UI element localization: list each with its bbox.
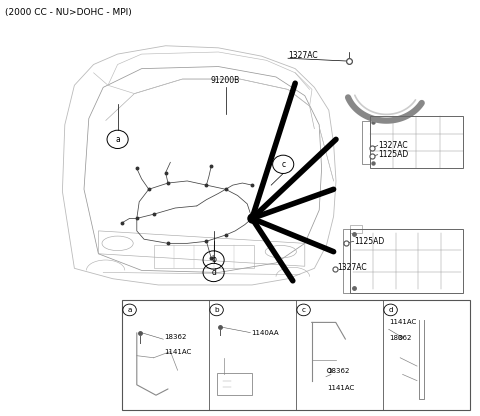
Bar [362,121,370,164]
Text: d: d [211,268,216,277]
Text: c: c [301,307,306,313]
Bar [370,116,463,168]
Text: 1125AD: 1125AD [354,237,384,246]
Text: 1141AC: 1141AC [164,349,192,355]
Bar [350,229,463,293]
Text: 18362: 18362 [327,368,349,374]
Text: 1125AD: 1125AD [378,150,408,159]
Bar [350,225,362,233]
Text: 1141AC: 1141AC [327,385,354,391]
Text: 1327AC: 1327AC [288,51,318,60]
Text: 1141AC: 1141AC [389,319,417,324]
Text: 1327AC: 1327AC [378,141,408,150]
Text: b: b [211,255,216,265]
Text: 1140AA: 1140AA [251,329,279,336]
Text: a: a [115,135,120,144]
Text: 18362: 18362 [389,335,411,341]
Text: 91200B: 91200B [211,76,240,85]
Text: b: b [214,307,219,313]
Bar [343,229,350,293]
Text: (2000 CC - NU>DOHC - MPI): (2000 CC - NU>DOHC - MPI) [5,8,132,17]
Text: 1327AC: 1327AC [337,263,367,272]
Text: d: d [388,307,393,313]
Bar [154,245,254,268]
Text: c: c [281,160,285,169]
Text: a: a [127,307,132,313]
Bar [122,300,470,410]
Text: 18362: 18362 [164,334,187,340]
